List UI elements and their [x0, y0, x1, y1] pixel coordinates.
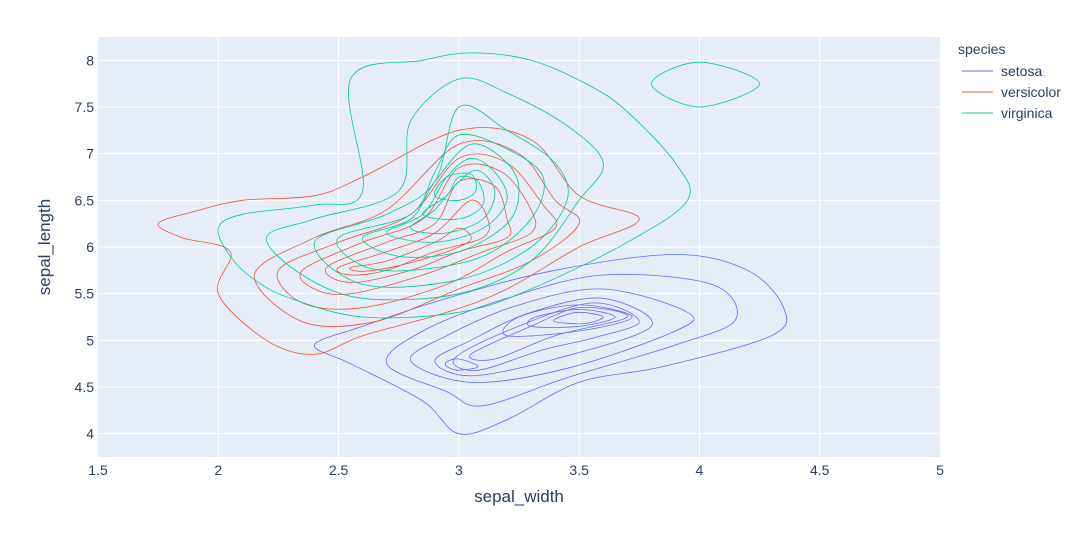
setosa-contour-line — [553, 311, 604, 325]
virginica-contour-line — [434, 172, 477, 201]
setosa-contour-line — [452, 302, 640, 371]
legend-item-setosa[interactable]: setosa — [962, 63, 1042, 79]
virginica-contour-line — [362, 143, 520, 258]
legend-item-versicolor[interactable]: versicolor — [962, 84, 1061, 100]
legend-label: virginica — [1001, 105, 1053, 121]
series-versicolor — [157, 127, 640, 355]
y-axis-ticks: 4 4.5 5 5.5 6 6.5 7 7.5 8 — [75, 52, 95, 441]
y-tick-label: 4.5 — [75, 379, 95, 395]
setosa-contour-line — [409, 288, 695, 383]
x-tick-label: 2.5 — [329, 462, 349, 478]
y-tick-label: 6.5 — [75, 192, 95, 208]
setosa-contour-line — [526, 309, 616, 328]
legend-label: versicolor — [1001, 84, 1061, 100]
x-tick-label: 1.5 — [88, 462, 108, 478]
x-tick-label: 3.5 — [569, 462, 589, 478]
y-tick-label: 6 — [86, 239, 94, 255]
legend: species setosa versicolor virginica — [958, 41, 1061, 121]
x-tick-label: 4.5 — [810, 462, 830, 478]
y-tick-label: 5.5 — [75, 286, 95, 302]
y-tick-label: 4 — [86, 426, 94, 442]
virginica-contour-line — [265, 77, 604, 301]
setosa-contour-line — [502, 304, 633, 337]
versicolor-contour-line — [324, 178, 512, 283]
y-tick-label: 7.5 — [75, 99, 95, 115]
y-tick-label: 5 — [86, 332, 94, 348]
versicolor-contour-line — [276, 153, 558, 310]
virginica-contour-line — [217, 52, 691, 319]
versicolor-contour-line — [336, 199, 490, 276]
virginica-contour-line — [410, 169, 496, 234]
virginica-contour-line — [650, 61, 761, 108]
series-virginica — [217, 52, 761, 319]
x-tick-label: 4 — [696, 462, 704, 478]
versicolor-contour-line — [253, 140, 581, 328]
virginica-contour-line — [313, 104, 569, 288]
x-tick-label: 2 — [214, 462, 222, 478]
virginica-contour-line — [386, 157, 508, 243]
legend-label: setosa — [1001, 63, 1042, 79]
y-axis-title: sepal_length — [35, 199, 54, 295]
setosa-contour-line — [444, 358, 479, 371]
virginica-contour-line — [336, 133, 545, 272]
legend-items: setosa versicolor virginica — [962, 63, 1061, 121]
legend-title: species — [958, 41, 1005, 57]
versicolor-contour-line — [157, 127, 640, 355]
x-tick-label: 3 — [455, 462, 463, 478]
x-axis-title: sepal_width — [474, 487, 564, 506]
setosa-contour-line — [434, 297, 653, 377]
virginica-contour-line — [422, 175, 485, 220]
setosa-contour-line — [385, 273, 738, 407]
y-tick-label: 8 — [86, 52, 94, 68]
x-tick-label: 5 — [936, 462, 944, 478]
legend-item-virginica[interactable]: virginica — [962, 105, 1053, 121]
x-axis-ticks: 1.5 2 2.5 3 3.5 4 4.5 5 — [88, 462, 944, 478]
contour-lines — [157, 52, 788, 435]
y-tick-label: 7 — [86, 146, 94, 162]
